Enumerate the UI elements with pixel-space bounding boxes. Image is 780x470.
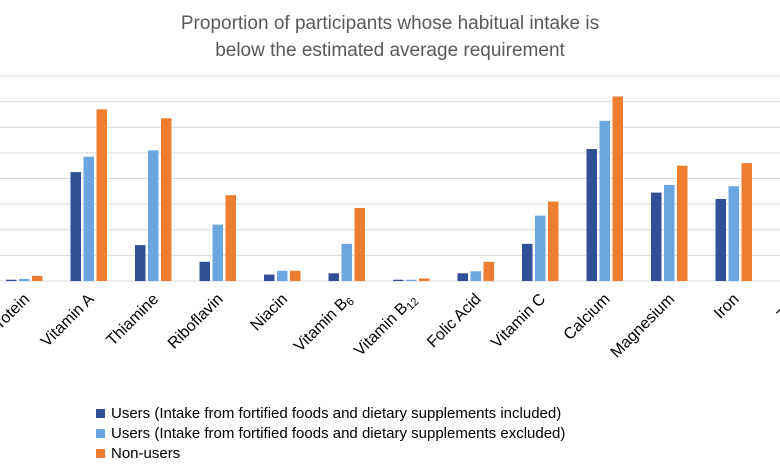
bar [290,270,301,281]
bar [96,109,107,281]
bar [264,274,275,281]
legend: Users (Intake from fortified foods and d… [96,405,565,462]
legend-label: Users (Intake from fortified foods and d… [111,405,561,422]
x-tick-label: Vitamin B12 [351,291,421,361]
bar [199,261,210,281]
bar [728,186,739,281]
bar [393,279,404,281]
legend-label: Non-users [111,445,180,462]
bar [612,96,623,281]
bar [599,120,610,281]
legend-swatch [96,409,105,418]
x-tick-label: Calcium [561,291,614,344]
bar [225,195,236,281]
x-tick-label: Vitamin C [488,291,549,352]
bar [406,279,417,281]
x-tick-label: Zinc [774,291,780,324]
bar [651,192,662,281]
x-tick-label: Niacin [248,291,291,334]
bar [32,275,43,281]
legend-swatch [96,429,105,438]
x-tick-label: Vitamin B6 [291,291,357,357]
bar [212,224,223,281]
bar [277,270,288,281]
bar [715,199,726,281]
bar [341,243,352,281]
x-tick-label: Riboflavin [165,291,227,353]
x-tick-label: Magnesium [608,291,679,362]
bars [6,96,752,281]
bar [548,201,559,281]
x-tick-label: Thiamine [104,291,163,350]
bar [19,278,30,281]
x-tick-label: Protein [0,291,33,339]
bar [161,118,172,281]
bar [741,163,752,281]
bar [419,278,430,281]
chart-title-line-2: below the estimated average requirement [215,40,565,61]
bar [470,271,481,281]
bar [483,261,494,281]
bar [135,245,146,281]
bar [457,273,468,281]
bar [328,273,339,281]
gridlines [0,75,780,282]
x-tick-label: Vitamin A [38,291,98,351]
chart-title-line-1: Proportion of participants whose habitua… [181,13,599,34]
bar [148,150,159,281]
bar [664,184,675,281]
bar [522,243,533,281]
bar [70,172,81,281]
legend-swatch [96,449,105,458]
bar [586,149,597,281]
x-tick-label: Folic Acid [424,291,484,351]
bar [535,215,546,281]
bar [354,207,365,281]
bar [83,156,94,281]
x-tick-labels: Protein Vitamin A Thiamine Riboflavin Niacin… [0,291,780,362]
bar [6,279,17,281]
legend-label: Users (Intake from fortified foods and d… [111,425,565,442]
x-tick-label: Iron [711,291,743,323]
bar [677,165,688,281]
